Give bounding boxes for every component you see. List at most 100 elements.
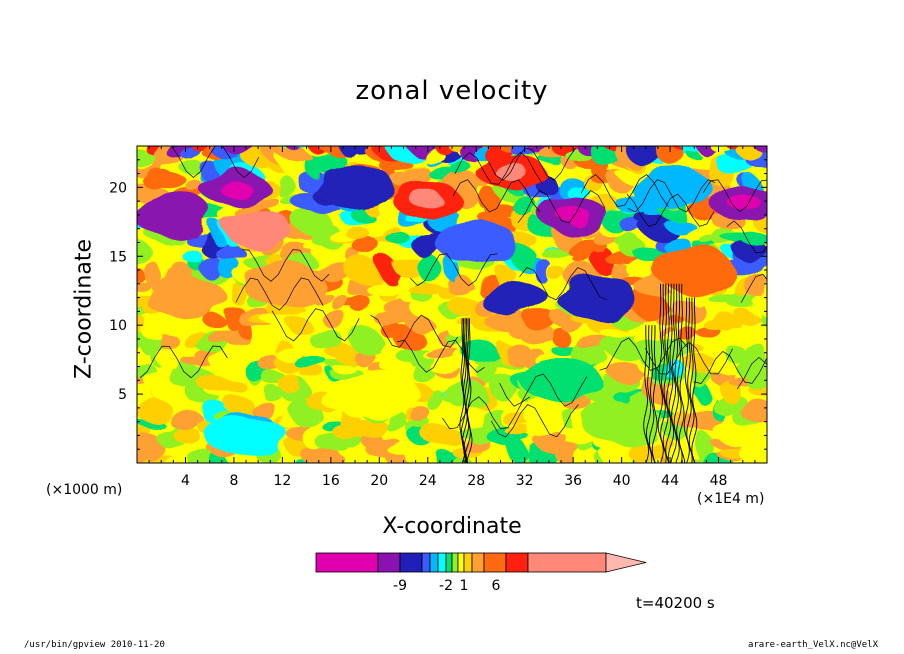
field-cell xyxy=(164,455,190,463)
field-cell xyxy=(749,316,767,342)
field-cell xyxy=(426,387,443,413)
wave-contour xyxy=(460,318,468,463)
field-cell xyxy=(424,347,461,359)
contour-line xyxy=(442,396,530,430)
colorbar-tick-label: 6 xyxy=(492,578,501,594)
colorbar-segment xyxy=(457,552,465,573)
field-cell xyxy=(416,256,442,281)
field-patch xyxy=(339,372,420,417)
field-cell xyxy=(159,330,177,351)
field-cell xyxy=(164,240,182,256)
contour-line xyxy=(580,174,669,207)
field-cell xyxy=(346,326,381,351)
field-cell xyxy=(657,146,683,165)
field-cell xyxy=(178,161,205,173)
colorbar-segment xyxy=(445,552,453,573)
colorbar-segment xyxy=(421,552,431,573)
field-cell xyxy=(332,361,354,374)
field-cell xyxy=(292,354,327,369)
field-cell xyxy=(503,341,531,366)
x-tick-label: 8 xyxy=(229,473,238,489)
contour-line xyxy=(241,249,330,282)
x-tick-label: 32 xyxy=(516,473,534,489)
field-cell xyxy=(710,313,740,330)
contour-line xyxy=(519,267,607,301)
wave-contour xyxy=(667,283,675,463)
x-tick-label: 20 xyxy=(370,473,388,489)
colorbar: -9 -2 1 6 xyxy=(315,552,647,594)
wave-contour xyxy=(683,297,690,463)
field-cell xyxy=(137,146,153,165)
field-cell xyxy=(351,345,372,365)
field-cell xyxy=(726,290,758,310)
contour-line xyxy=(235,277,324,311)
field-patch xyxy=(137,192,214,237)
colorbar-segment xyxy=(505,552,529,573)
x-axis: 4 8 12 16 20 24 28 32 36 40 44 48 xyxy=(148,146,756,489)
contour-line xyxy=(627,179,716,213)
field-cell xyxy=(606,360,643,381)
field-cell xyxy=(419,146,442,162)
field-cell xyxy=(139,259,159,282)
colorbar-segment xyxy=(315,552,379,573)
field-cell xyxy=(324,313,351,331)
colorbar-segment xyxy=(429,552,439,573)
wave-contour xyxy=(676,283,683,463)
colorbar-arrow xyxy=(605,552,647,573)
field-cell xyxy=(348,230,374,243)
field-cell xyxy=(714,397,752,419)
field-cell xyxy=(405,165,432,188)
y-axis: 5 10 15 20 xyxy=(109,159,767,450)
contour-line xyxy=(740,273,767,303)
footer-right: arare-earth_VelX.nc@VelX xyxy=(747,640,878,650)
field-cell xyxy=(410,406,432,424)
wave-contour xyxy=(646,325,653,463)
feature-core-strong-negative-upper-left xyxy=(217,178,250,197)
contour-line xyxy=(736,356,767,390)
field-cell xyxy=(743,273,767,297)
field-cell xyxy=(551,345,576,357)
field-cell xyxy=(258,352,279,373)
contour-line xyxy=(517,190,606,224)
colorbar-segment xyxy=(399,552,423,573)
field-cell xyxy=(315,264,353,279)
field-cell xyxy=(498,379,517,397)
field-cell xyxy=(299,309,319,321)
field-cell xyxy=(679,325,696,343)
wave-contour xyxy=(657,283,664,463)
field-cell xyxy=(345,261,383,283)
footer-left: /usr/bin/gpview 2010-11-20 xyxy=(24,640,165,650)
x-tick-label: 48 xyxy=(710,473,728,489)
field-cell xyxy=(170,397,197,414)
field-cell xyxy=(627,260,662,280)
field-cell xyxy=(137,240,151,258)
field-cell xyxy=(332,296,352,314)
field-cell xyxy=(506,441,529,462)
field-cell xyxy=(391,327,424,348)
field-patch xyxy=(654,248,735,293)
contour-line xyxy=(488,147,576,181)
colorbar-tick-label: -9 xyxy=(393,578,407,594)
field-cell xyxy=(588,146,618,164)
field-cell xyxy=(352,416,388,437)
field-cell xyxy=(151,172,187,189)
colorbar-tick-label: -2 xyxy=(439,578,453,594)
field-patch xyxy=(581,399,662,444)
colorbar-tick-label: 1 xyxy=(460,578,469,594)
feature-core-positive-jet-core xyxy=(242,219,275,238)
field-cell xyxy=(196,254,223,277)
feature-core-positive-upper-right xyxy=(496,164,529,183)
x-scale-note: (×1E4 m) xyxy=(697,491,765,507)
y-axis-label: Z-coordinate xyxy=(71,239,97,379)
wave-contour xyxy=(665,283,672,463)
field-patch xyxy=(521,358,602,403)
field-cell xyxy=(734,310,759,323)
wave-contour xyxy=(643,325,649,463)
field-cell xyxy=(451,274,470,287)
contour-line xyxy=(726,220,767,254)
field-cell xyxy=(551,329,571,347)
field-cell xyxy=(387,232,411,247)
field-cell xyxy=(263,253,283,265)
field-cell xyxy=(143,165,161,178)
